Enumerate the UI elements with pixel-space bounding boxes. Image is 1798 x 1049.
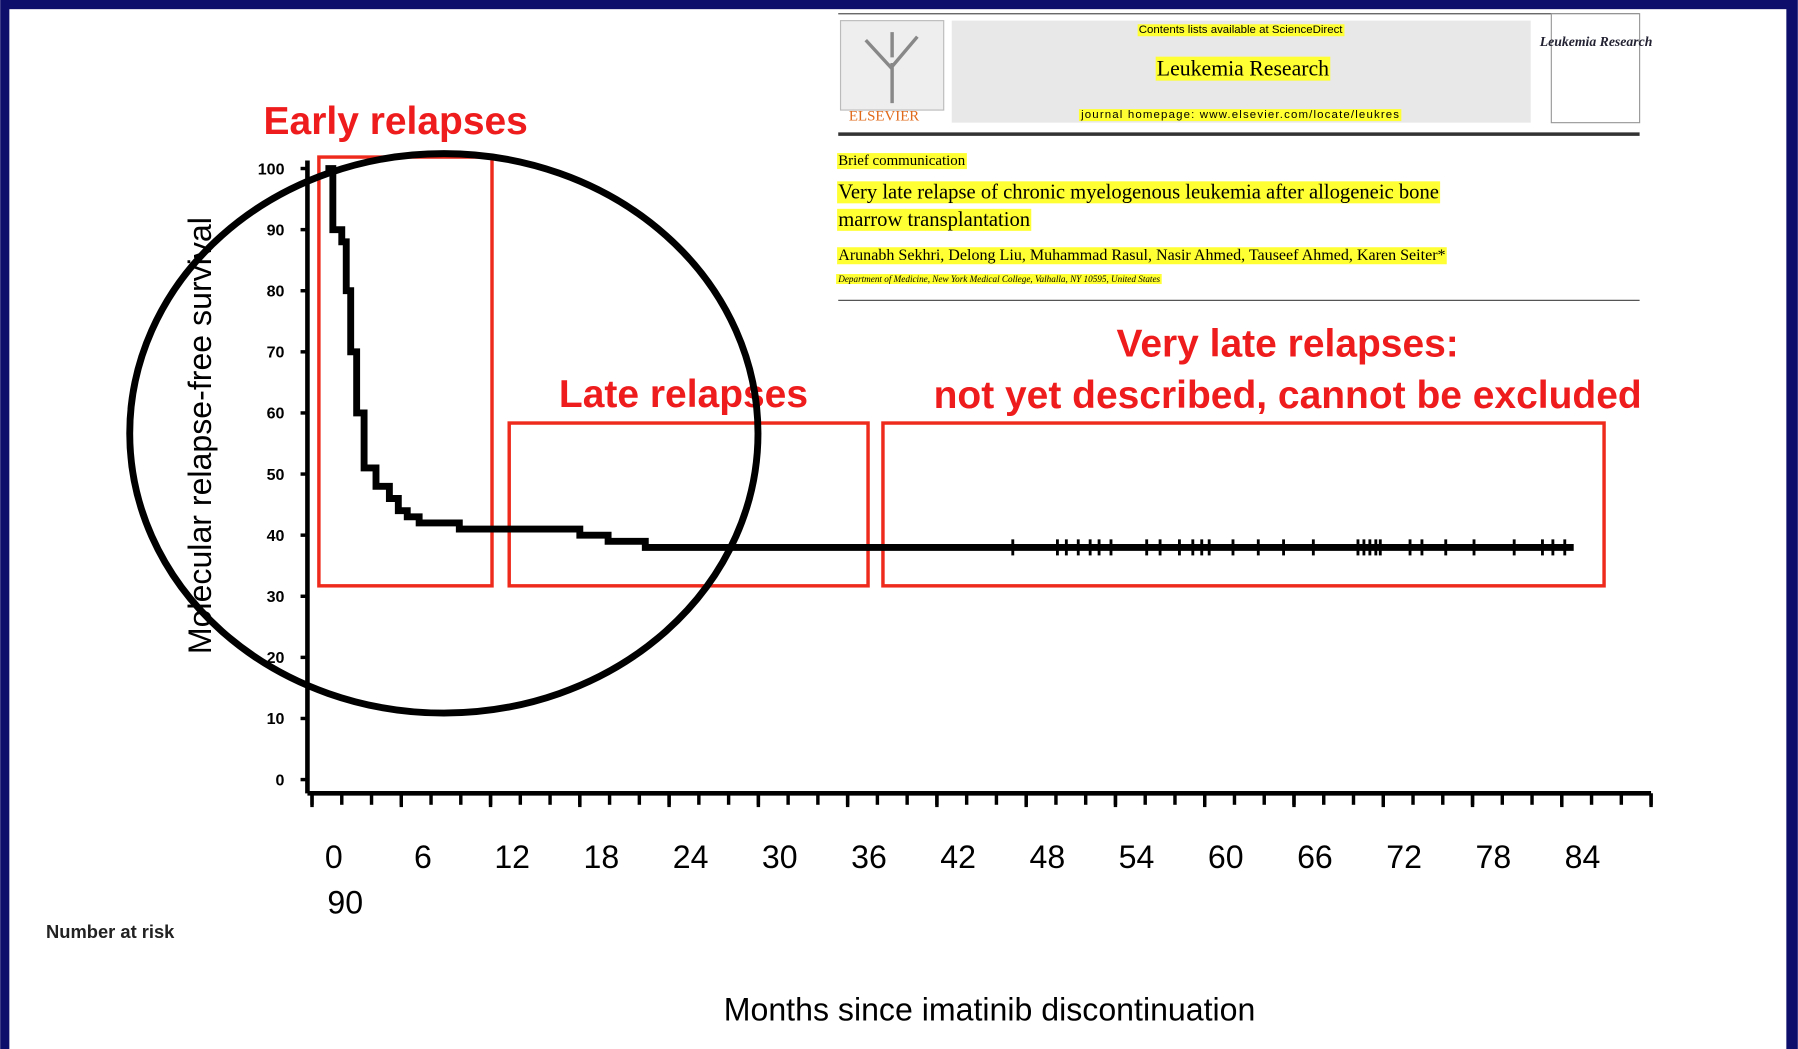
highlight — [837, 181, 1441, 204]
highlight — [1155, 56, 1331, 81]
x-tick-label: 90 — [327, 885, 363, 921]
homepage: journal homepage: www.elsevier.com/locat… — [1080, 109, 1400, 121]
x-tick-label: 12 — [494, 839, 530, 875]
late-box — [507, 421, 870, 588]
x-axis-title: Months since imatinib discontinuation — [724, 991, 1256, 1027]
y-tick-label: 70 — [267, 344, 285, 362]
x-tick-label: 42 — [940, 839, 976, 875]
annotation: Very late relapses: — [1116, 323, 1458, 366]
x-tick-label: 30 — [762, 839, 798, 875]
y-tick-label: 100 — [258, 160, 285, 178]
highlight — [837, 208, 1032, 231]
y-tick-label: 10 — [267, 710, 285, 728]
y-tick-label: 50 — [267, 466, 285, 484]
y-tick-label: 60 — [267, 405, 285, 423]
highlight — [837, 247, 1447, 265]
very-late-box — [881, 421, 1606, 588]
x-tick-label: 0 — [325, 839, 343, 875]
annotation: not yet described, cannot be excluded — [934, 374, 1642, 417]
x-tick-label: 84 — [1565, 839, 1601, 875]
x-tick-label: 6 — [414, 839, 432, 875]
authors: Arunabh Sekhri, Delong Liu, Muhammad Ras… — [838, 247, 1445, 264]
x-tick-label: 54 — [1119, 839, 1155, 875]
cover-title: Leukemia Research — [1539, 34, 1653, 49]
annotation: Late relapses — [559, 373, 808, 416]
contents-note: Contents lists available at ScienceDirec… — [1139, 24, 1344, 36]
y-tick-label: 30 — [267, 588, 285, 606]
survival-curve — [325, 165, 1574, 551]
y-tick-label: 80 — [267, 282, 285, 300]
x-tick-label: 78 — [1475, 839, 1511, 875]
y-tick-label: 0 — [276, 771, 285, 789]
highlight — [1137, 24, 1345, 37]
paper-title: marrow transplantation — [838, 209, 1030, 231]
x-tick-label: 36 — [851, 839, 887, 875]
x-tick-label: 60 — [1208, 839, 1244, 875]
journal-name: Leukemia Research — [1157, 57, 1329, 81]
logo-tree — [864, 32, 919, 104]
y-tick-label: 90 — [267, 221, 285, 239]
highlight — [1078, 109, 1402, 122]
paper-title: Very late relapse of chronic myelogenous… — [838, 181, 1439, 203]
y-axis-title: Molecular relapse-free survival — [182, 217, 218, 654]
affiliation: Department of Medicine, New York Medical… — [837, 274, 1160, 284]
highlight-circle — [126, 150, 762, 717]
x-tick-label: 18 — [584, 839, 620, 875]
annotation: Early relapses — [264, 100, 528, 143]
y-tick-label: 20 — [267, 649, 285, 667]
section: Brief communication — [838, 153, 966, 169]
x-tick-label: 48 — [1029, 839, 1065, 875]
highlight — [837, 153, 967, 170]
y-tick-label: 40 — [267, 527, 285, 545]
risk-label: Number at risk — [46, 921, 175, 942]
x-tick-label: 24 — [673, 839, 709, 875]
x-tick-label: 66 — [1297, 839, 1333, 875]
x-tick-label: 72 — [1386, 839, 1422, 875]
publisher: ELSEVIER — [849, 108, 919, 124]
plot: 0 10 20 30 40 50 60 70 80 90 100 0 6 12 18 24 30 36 42 48 54… — [258, 160, 1653, 921]
highlight — [836, 274, 1162, 285]
paper-header: Contents lists available at ScienceDirec… — [836, 13, 1653, 301]
journal-cover — [1550, 13, 1641, 124]
